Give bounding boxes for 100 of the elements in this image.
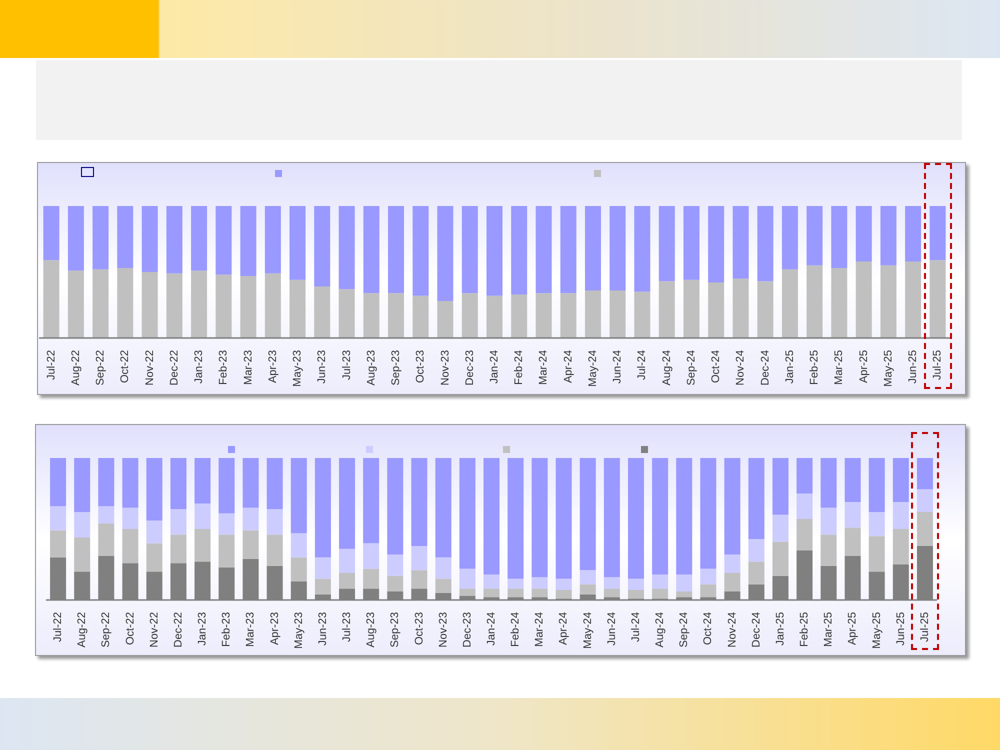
bar (50, 530, 66, 558)
bar (652, 458, 668, 574)
bar (580, 458, 596, 570)
bar (194, 458, 211, 504)
bar (584, 290, 601, 338)
bar (290, 280, 306, 338)
bar (676, 591, 692, 598)
bar (146, 458, 162, 520)
bar (930, 206, 946, 260)
bar (831, 268, 848, 338)
x-tick-label: Jan-25 (784, 350, 796, 384)
bar (170, 509, 186, 535)
bar (191, 270, 208, 338)
x-tick-label: May-23 (292, 612, 305, 649)
bar (435, 557, 452, 579)
bar (508, 458, 524, 579)
bar (658, 281, 675, 338)
x-tick-label: Dec-22 (172, 612, 184, 648)
x-tick-label: Jul-22 (45, 350, 58, 380)
bar (868, 536, 885, 572)
x-tick-label: Apr-24 (558, 612, 570, 646)
bar (484, 588, 500, 598)
bar (892, 502, 909, 529)
x-tick-label: Oct-24 (702, 612, 714, 646)
bar (820, 458, 837, 508)
x-tick-label: Apr-24 (562, 350, 574, 384)
bar (634, 206, 650, 292)
bar (74, 458, 90, 512)
bar (314, 578, 331, 594)
x-tick-label: Dec-24 (750, 612, 762, 648)
x-tick-label: May-24 (582, 612, 594, 649)
bar (437, 301, 454, 338)
bar (146, 520, 162, 544)
x-tick-label: Feb-23 (220, 612, 233, 647)
bar (916, 512, 933, 546)
bar (43, 260, 60, 338)
x-tick-label: Aug-23 (365, 612, 378, 648)
x-tick-label: Apr-25 (846, 612, 859, 646)
bar (806, 206, 823, 266)
x-tick-label: Jul-23 (340, 350, 353, 380)
bar (844, 528, 861, 556)
x-tick-label: Jul-23 (341, 612, 354, 642)
bar (580, 584, 596, 594)
x-tick-label: Dec-23 (464, 350, 476, 386)
bar (831, 206, 848, 268)
x-tick-label: May-23 (292, 350, 304, 387)
x-tick-label: Oct-23 (414, 350, 427, 384)
x-tick-label: Jun-24 (612, 350, 624, 384)
x-tick-label: Jan-25 (774, 612, 786, 646)
bar (290, 533, 307, 558)
bar (98, 458, 114, 506)
bar (892, 529, 909, 564)
bar (363, 543, 380, 569)
x-tick-label: Apr-25 (858, 350, 870, 384)
x-tick-label: Feb-23 (218, 350, 230, 385)
bar (892, 458, 909, 502)
bar (683, 206, 700, 280)
bar (806, 265, 823, 338)
bar (314, 206, 330, 287)
bar (170, 534, 186, 564)
x-tick-label: Jul-25 (918, 612, 931, 642)
bar (580, 570, 596, 584)
bar (92, 206, 109, 270)
bar (820, 534, 837, 566)
x-tick-label: Mar-24 (534, 612, 546, 647)
bar (459, 588, 476, 596)
bar (748, 562, 764, 584)
bar (339, 548, 356, 574)
bar (652, 588, 668, 599)
x-tick-label: Jun-23 (316, 612, 329, 646)
x-tick-label: Jan-23 (196, 612, 209, 646)
x-tick-label: Jul-24 (636, 350, 648, 380)
bar (628, 590, 644, 599)
bar (216, 206, 232, 275)
x-tick-label: Sep-22 (100, 612, 112, 648)
bar (486, 296, 502, 338)
bar (314, 557, 331, 579)
bar (387, 458, 404, 555)
bar (117, 206, 134, 268)
bar (868, 458, 885, 512)
bar (683, 280, 700, 338)
bar (240, 276, 256, 338)
bar (732, 206, 749, 279)
bar (676, 458, 692, 574)
x-tick-label: Sep-22 (94, 350, 107, 386)
x-tick-label: Dec-22 (168, 350, 180, 386)
bar (218, 513, 235, 535)
bar (194, 529, 211, 562)
bar (50, 458, 66, 506)
bar (844, 502, 861, 528)
bar (216, 274, 232, 338)
bar (905, 206, 922, 262)
bar (484, 574, 500, 589)
bar (459, 458, 476, 569)
bar (868, 512, 885, 536)
bar (117, 268, 134, 338)
bar (658, 206, 675, 282)
bar (556, 578, 572, 590)
bar (290, 206, 306, 280)
bar (856, 206, 872, 262)
